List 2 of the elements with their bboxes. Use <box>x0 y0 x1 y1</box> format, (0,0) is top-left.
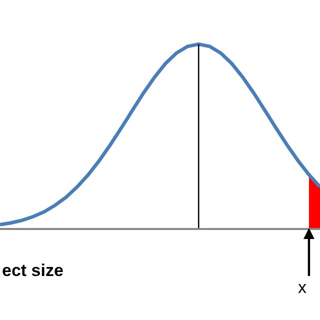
text: ect size <box>2 261 64 280</box>
text: x <box>298 278 307 297</box>
